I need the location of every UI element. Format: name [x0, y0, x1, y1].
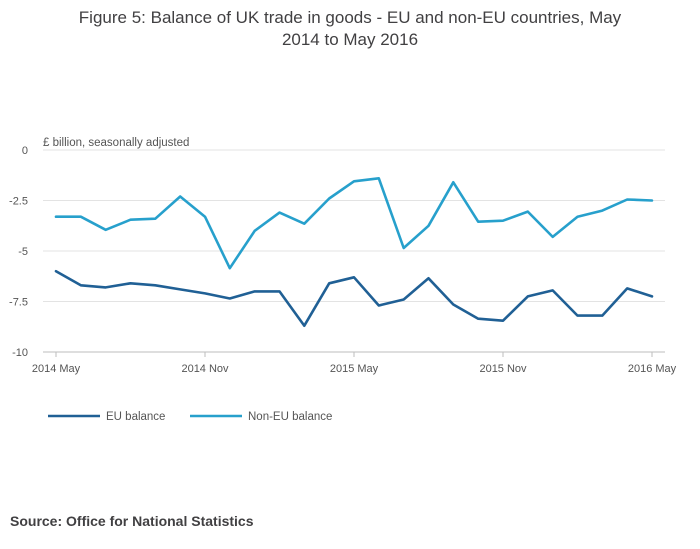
legend-label: Non-EU balance	[248, 411, 332, 423]
x-tick-label: 2015 Nov	[479, 363, 527, 375]
x-tick-label: 2014 Nov	[181, 363, 229, 375]
source-note: Source: Office for National Statistics	[10, 513, 254, 529]
y-axis-label: £ billion, seasonally adjusted	[43, 137, 189, 149]
legend: EU balance Non-EU balance	[48, 411, 332, 423]
series-lines	[54, 177, 654, 328]
y-tick-label: -5	[18, 246, 28, 258]
y-axis: 0 -2.5 -5 -7.5 -10	[9, 145, 28, 359]
x-tick-label: 2014 May	[32, 363, 81, 375]
x-axis: 2014 May 2014 Nov 2015 May 2015 Nov 2016 May	[32, 352, 677, 375]
y-tick-label: 0	[22, 145, 28, 157]
y-tick-label: -10	[12, 347, 28, 359]
legend-label: EU balance	[106, 411, 165, 423]
series-line-non-eu-balance	[54, 177, 654, 270]
x-tick-label: 2016 May	[628, 363, 677, 375]
y-tick-label: -2.5	[9, 196, 28, 208]
chart-title-line1: Figure 5: Balance of UK trade in goods -…	[78, 8, 622, 27]
y-tick-label: -7.5	[9, 297, 28, 309]
chart-title-line2: 2014 to May 2016	[281, 30, 419, 49]
series-line-eu-balance	[54, 269, 654, 328]
x-tick-label: 2015 May	[330, 363, 379, 375]
chart-title: Figure 5: Balance of UK trade in goods -…	[0, 7, 700, 51]
